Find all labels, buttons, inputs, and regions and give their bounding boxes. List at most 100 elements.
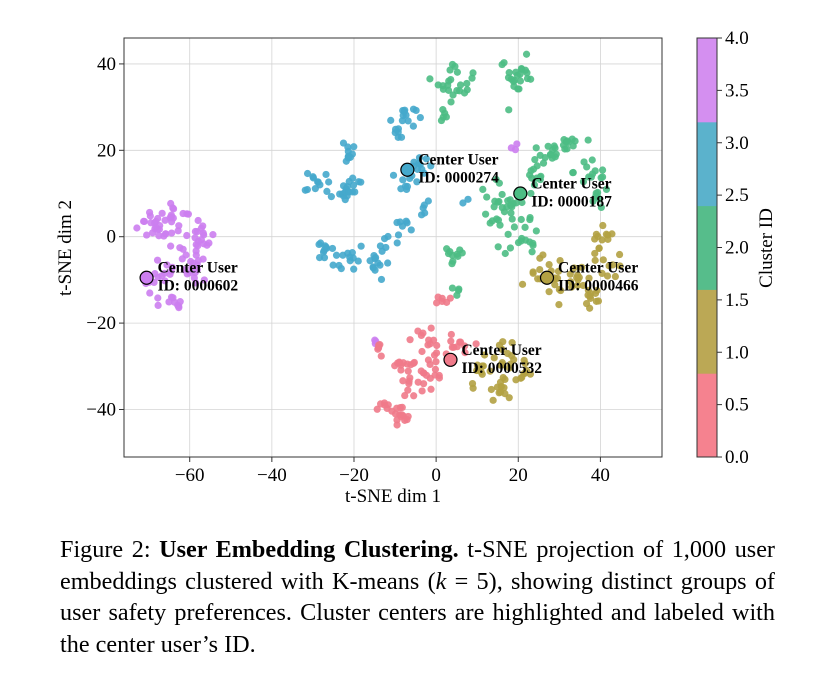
scatter-point [409,122,417,130]
scatter-point [401,416,409,424]
scatter-point [597,174,605,182]
scatter-point [527,75,535,83]
scatter-point [483,193,491,201]
scatter-point [566,278,575,286]
scatter-point [348,188,356,196]
scatter-point [153,225,162,234]
scatter-point [371,336,379,344]
colorbar: 0.0 0.5 1.0 1.5 2.0 2.5 3.0 3.5 4.0 [696,28,749,468]
scatter-point [417,211,426,219]
cluster-center-marker [539,270,555,285]
scatter-point [506,244,515,252]
scatter-point [444,249,453,258]
scatter-point [511,146,520,154]
scatter-point [394,231,403,239]
scatter-point [426,340,434,348]
scatter-point [504,230,512,238]
colorbar-tick-label: 2.0 [725,238,749,259]
scatter-point [209,231,217,239]
scatter-point [349,174,357,182]
center-label-line1: Center User [558,260,638,277]
scatter-point [404,367,412,375]
y-tick-label: 0 [107,227,117,248]
scatter-point [443,298,451,306]
scatter-point [179,209,187,218]
scatter-point [184,210,192,218]
scatter-point [194,216,202,225]
scatter-point [579,178,588,186]
scatter-point [515,85,523,93]
scatter-point [453,250,461,258]
center-label-line1: Center User [158,260,238,277]
scatter-point [599,221,607,230]
scatter-point [611,272,619,281]
scatter-point [399,176,407,184]
scatter-point [332,251,341,259]
scatter-point [478,370,486,378]
plot-frame [123,37,663,458]
scatter-point [497,383,505,391]
scatter-point [350,143,358,151]
scatter-point [495,179,503,187]
scatter-point [404,386,412,394]
y-tick-label: 20 [97,140,116,161]
scatter-point [169,204,177,212]
scatter-point [139,217,148,225]
scatter-point [464,195,472,203]
scatter-point [376,400,385,408]
scatter-point [555,285,563,294]
scatter-point [399,377,407,385]
scatter-point [527,167,535,175]
y-axis-ticks: −40 −20 0 20 40 [86,54,124,420]
scatter-point [580,158,588,166]
scatter-point [472,340,480,348]
scatter-point [431,365,440,373]
scatter-point [584,136,592,144]
scatter-point [461,342,469,350]
scatter-point [447,337,455,345]
colorbar-tick-label: 0.0 [725,447,749,468]
center-label-line2: ID: 0000532 [461,360,542,377]
scatter-point [518,198,526,207]
scatter-point [594,297,603,305]
scatter-point [522,50,531,58]
scatter-point [329,261,337,269]
scatter-point [490,203,498,211]
scatter-point [357,178,365,186]
scatter-point [545,288,553,296]
scatter-point [444,86,453,94]
scatter-point [418,387,426,395]
scatter-point [328,244,337,253]
scatter-point [439,113,447,121]
scatter-point [409,105,418,113]
scatter-point [393,416,401,424]
scatter-point [494,216,503,224]
scatter-point [402,217,410,225]
cluster-center-marker [443,352,458,367]
scatter-point [165,298,173,306]
scatter-point [573,281,582,290]
scatter-point [147,219,155,227]
scatter-point [146,289,154,297]
scatter-point [505,69,513,77]
x-tick-label: 20 [509,465,528,486]
scatter-point [463,79,471,88]
scatter-point [192,279,200,287]
scatter-point [518,280,527,288]
scatter-point [155,232,163,240]
scatter-point [459,199,467,207]
scatter-point [417,367,425,375]
scatter-point [327,193,335,201]
scatter-point [434,81,442,89]
scatter-point [393,421,401,429]
figure-caption: Figure 2: User Embedding Clustering. t-S… [60,534,775,660]
scatter-point [167,213,175,221]
scatter-point [162,230,170,238]
scatter-point [486,367,494,375]
scatter-point [418,347,426,356]
scatter-point [191,268,199,277]
center-label-line2: ID: 0000274 [418,170,499,187]
scatter-point [598,166,607,174]
scatter-point [508,352,516,360]
